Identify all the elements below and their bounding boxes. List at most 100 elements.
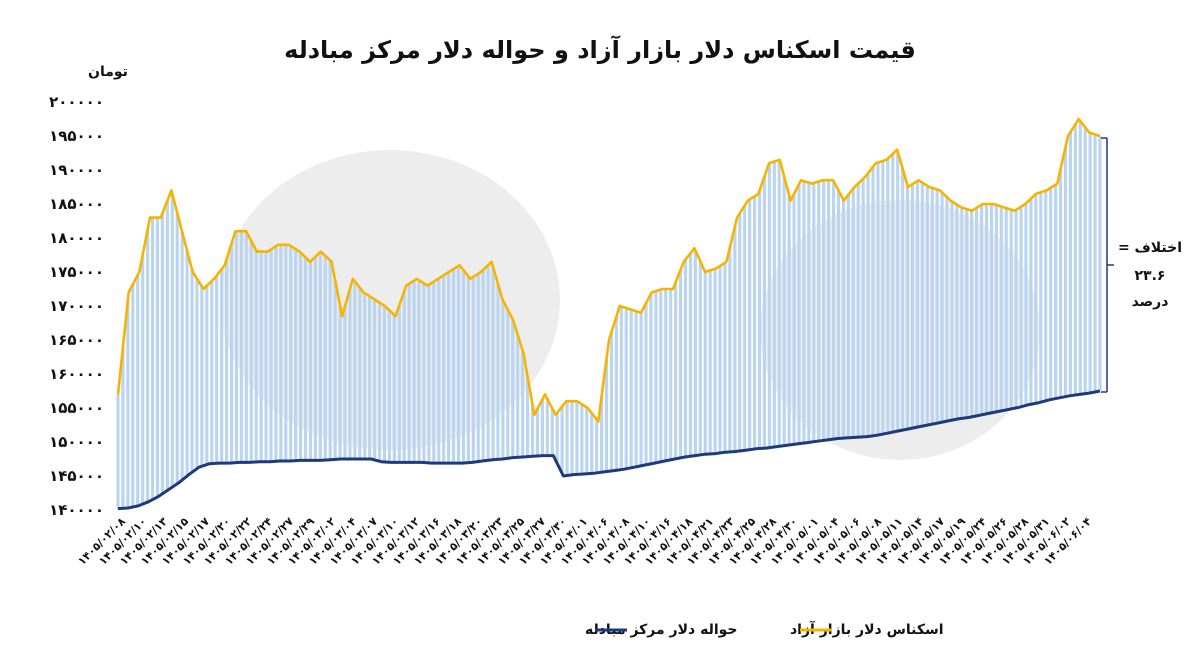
gap-bar [614,316,619,471]
gap-bar [688,253,693,457]
gap-bar [590,413,594,474]
gap-bar [165,200,169,491]
gap-bar [476,273,480,462]
legend-label-havale: حواله دلار مرکز مبادله [585,622,738,638]
gap-bar [175,212,179,484]
gap-bar [116,394,120,509]
gap-bar [1024,203,1028,406]
gap-bar [150,217,155,500]
gap-bar [930,187,934,425]
gap-bar [762,176,767,449]
gap-bar [328,260,332,460]
gap-bar [417,280,421,463]
gap-bar [461,270,466,463]
gap-bar [353,281,357,459]
gap-bar [239,231,243,463]
y-tick-label: ۱۶۵۰۰۰ [49,331,104,349]
gap-bar [229,243,234,463]
gap-bar [910,184,915,429]
gap-bar [802,181,806,444]
gap-bar [979,204,984,415]
gap-bar [521,350,525,457]
gap-bar [743,205,747,451]
gap-bar [999,206,1003,411]
gap-bar [530,404,535,457]
gap-bar [298,252,303,461]
gap-bar [609,332,614,471]
gap-bar [373,299,377,460]
x-axis: ۱۴۰۵/۰۲/۰۸۱۴۰۵/۰۲/۱۰۱۴۰۵/۰۲/۱۳۱۴۰۵/۰۲/۱۵… [75,515,1094,568]
gap-bar [200,286,204,467]
gap-bar [451,269,456,464]
gap-bar [777,159,781,447]
gap-bar [1019,206,1023,407]
gap-bar [861,178,865,437]
gap-bar [644,303,648,465]
gap-bar [224,259,229,464]
gap-bar [817,181,821,442]
gap-bar [269,249,273,462]
gap-bar [1098,136,1102,391]
gap-bar [1039,192,1043,403]
gap-bar [723,262,727,453]
gap-bar [313,256,317,461]
gap-bar [1014,209,1018,408]
gap-bar [284,244,288,462]
gap-bar [560,406,564,474]
gap-bar [851,188,855,438]
gap-bar [693,250,697,456]
gap-bar [136,275,140,507]
gap-bar [471,276,475,463]
gap-bar [333,280,337,460]
gap-bar [368,296,372,459]
gap-bar [210,281,214,464]
gap-bar [501,300,505,459]
legend-label-eskenas: اسکناس دلار بازار آزاد [790,620,944,638]
gap-bar [303,257,308,461]
gap-bar [279,244,283,462]
gap-bar [599,396,604,473]
gap-bar [772,161,776,447]
gap-bar [659,289,663,462]
gap-bar [580,404,584,475]
gap-bar [664,289,668,461]
gap-bar [215,275,219,464]
gap-bar [170,193,174,488]
gap-bar [639,312,643,466]
gap-bar [466,276,470,463]
gap-bar [1063,147,1068,397]
gap-bar [1073,124,1077,395]
gap-bar [836,190,841,439]
gap-bar [674,282,678,459]
annotation-line1: اختلاف = [1118,240,1182,256]
gap-bar [432,281,436,464]
gap-bar [994,204,998,412]
gap-bar [649,293,653,464]
y-tick-label: ۱۸۵۰۰۰ [49,195,104,213]
gap-bar [274,246,278,462]
series-lines [116,117,1101,511]
gap-bar [905,185,910,430]
gap-bar [254,250,258,462]
gap-bar [160,213,165,494]
gap-bar [718,265,722,453]
y-tick-label: ۱۶۰۰۰۰ [49,365,104,383]
series-line-eskenas [116,117,1101,423]
gap-bar [442,275,446,464]
gap-bar [1078,121,1082,395]
gap-bar [792,193,796,445]
gap-bar [565,401,569,476]
legend: حواله دلار مرکز مبادله اسکناس دلار بازار… [585,620,944,638]
gap-bar [535,408,540,456]
gap-bar [155,217,160,497]
gap-bar [338,305,342,460]
gap-bar [604,358,609,472]
gap-bar [698,261,702,455]
y-axis: ۱۴۰۰۰۰ ۱۴۵۰۰۰ ۱۵۰۰۰۰ ۱۵۵۰۰۰ ۱۶۰۰۰۰ ۱۶۵۰۰۰ ۱۷۰۰… [49,93,104,519]
gap-bar [950,201,954,421]
gap-bar [249,241,253,463]
chart-title: قیمت اسکناس دلار بازار آزاد و حواله دلار… [284,35,916,64]
gap-bar [289,246,293,461]
gap-bar [363,293,367,459]
